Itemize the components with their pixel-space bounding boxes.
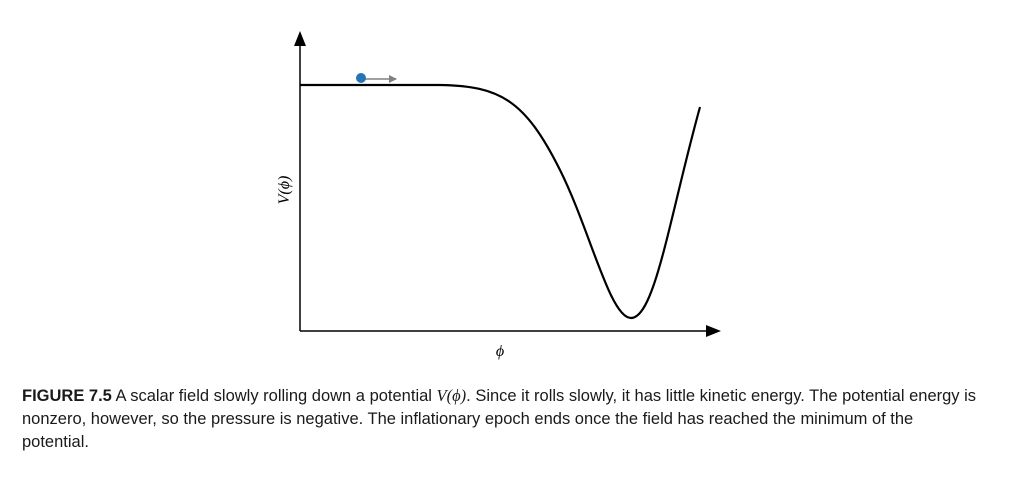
y-axis-label: V(ϕ)	[276, 176, 293, 205]
figure-caption: FIGURE 7.5 A scalar field slowly rolling…	[22, 384, 982, 454]
y-axis-arrowhead	[294, 31, 306, 46]
caption-figure-number: FIGURE 7.5	[22, 387, 112, 405]
caption-text-start: A scalar field slowly rolling down a pot…	[111, 387, 437, 405]
potential-diagram: V(ϕ) ϕ	[276, 31, 721, 360]
caption-text-end: . Since it rolls slowly, it has little k…	[22, 387, 977, 451]
potential-curve	[300, 83, 702, 320]
x-axis-arrowhead	[706, 325, 721, 337]
caption-math-potential: V(ϕ)	[436, 386, 467, 405]
scalar-field-ball	[356, 73, 366, 83]
x-axis-label: ϕ	[496, 343, 504, 360]
